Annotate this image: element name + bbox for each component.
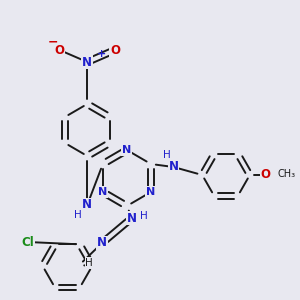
- Text: N: N: [97, 236, 107, 250]
- Text: N: N: [169, 160, 178, 173]
- Text: +: +: [97, 49, 106, 59]
- Text: CH₃: CH₃: [278, 169, 296, 179]
- Text: N: N: [146, 187, 155, 197]
- Text: O: O: [55, 44, 64, 56]
- Text: O: O: [110, 44, 120, 56]
- Text: N: N: [82, 199, 92, 212]
- Text: N: N: [122, 145, 131, 155]
- Text: −: −: [48, 35, 58, 48]
- Text: H: H: [140, 211, 148, 221]
- Text: N: N: [127, 212, 137, 224]
- Text: H: H: [74, 210, 82, 220]
- Text: N: N: [98, 187, 107, 197]
- Text: H: H: [85, 258, 93, 268]
- Text: O: O: [261, 169, 271, 182]
- Text: N: N: [82, 56, 92, 68]
- Text: Cl: Cl: [21, 236, 34, 248]
- Text: H: H: [163, 150, 170, 160]
